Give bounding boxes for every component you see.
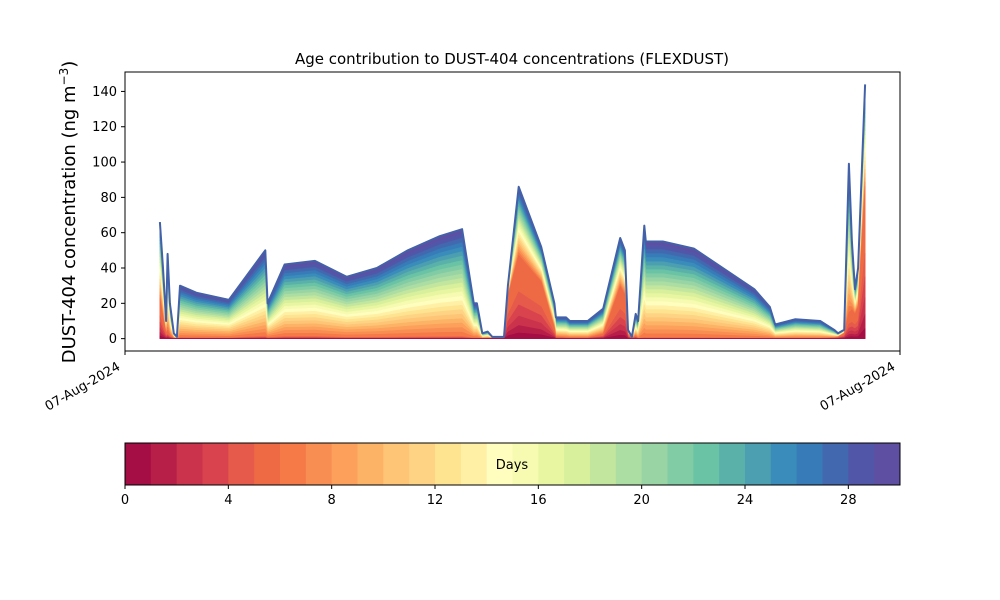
- y-tick-label: 20: [100, 297, 117, 312]
- chart-title: Age contribution to DUST-404 concentrati…: [295, 50, 729, 68]
- y-tick-label: 120: [92, 120, 117, 135]
- colorbar-axis: 0 4 8 12 16 20 24 28: [121, 485, 857, 508]
- colorbar-segment-20: [641, 443, 668, 485]
- colorbar-tick-label: 0: [121, 493, 129, 508]
- stacked-area-bands: [159, 84, 866, 339]
- total-concentration-line: [158, 84, 867, 338]
- colorbar-segment-16: [538, 443, 565, 485]
- colorbar-segment-22: [693, 443, 720, 485]
- colorbar-segment-3: [202, 443, 229, 485]
- colorbar-tick-label: 12: [427, 493, 444, 508]
- x-tick-label: 07-Aug-2024: [43, 359, 123, 414]
- colorbar-segment-15: [512, 443, 539, 485]
- colorbar-tick-label: 16: [530, 493, 547, 508]
- y-axis: 0 20 40 60 80 100 120 140: [92, 85, 125, 347]
- colorbar-segment-18: [590, 443, 617, 485]
- y-tick-label: 40: [100, 262, 117, 277]
- colorbar-segment-5: [254, 443, 281, 485]
- colorbar-segment-8: [331, 443, 358, 485]
- age-band-0: [159, 327, 866, 339]
- x-axis: 07-Aug-2024 07-Aug-2024: [43, 351, 901, 415]
- colorbar-segment-25: [770, 443, 798, 485]
- colorbar-label: Days: [496, 458, 529, 473]
- colorbar-segment-10: [383, 443, 410, 485]
- colorbar-segment-11: [409, 443, 436, 485]
- colorbar-segment-29: [874, 443, 901, 485]
- colorbar-segment-12: [435, 443, 462, 485]
- colorbar-tick-label: 8: [328, 493, 336, 508]
- y-tick-label: 140: [92, 85, 117, 100]
- colorbar-segment-24: [745, 443, 772, 485]
- colorbar-segment-19: [615, 443, 643, 485]
- y-tick-label: 100: [92, 156, 117, 171]
- colorbar-segment-23: [719, 443, 746, 485]
- x-tick-label: 07-Aug-2024: [818, 359, 898, 414]
- colorbar-tick-label: 4: [224, 493, 232, 508]
- colorbar-segment-28: [848, 443, 875, 485]
- colorbar-segment-4: [228, 443, 255, 485]
- colorbar-segment-6: [280, 443, 307, 485]
- colorbar-tick-label: 28: [840, 493, 857, 508]
- colorbar-segment-26: [796, 443, 823, 485]
- colorbar-segment-0: [125, 443, 152, 485]
- y-axis-label: DUST-404 concentration (ng m−3): [57, 61, 80, 364]
- colorbar-segment-21: [667, 443, 694, 485]
- colorbar-frame: [124, 442, 901, 486]
- y-tick-label: 0: [109, 332, 117, 347]
- colorbar: [125, 443, 901, 485]
- colorbar-segment-17: [564, 443, 591, 485]
- y-tick-label: 80: [100, 191, 117, 206]
- colorbar-segment-9: [357, 443, 384, 485]
- colorbar-segment-13: [460, 443, 488, 485]
- colorbar-segment-7: [305, 443, 333, 485]
- plot-frame: [124, 71, 901, 352]
- y-tick-label: 60: [100, 226, 117, 241]
- colorbar-segment-14: [486, 443, 513, 485]
- colorbar-segment-1: [150, 443, 178, 485]
- colorbar-segment-27: [822, 443, 849, 485]
- colorbar-tick-label: 20: [633, 493, 650, 508]
- colorbar-segment-2: [176, 443, 203, 485]
- colorbar-tick-label: 24: [737, 493, 754, 508]
